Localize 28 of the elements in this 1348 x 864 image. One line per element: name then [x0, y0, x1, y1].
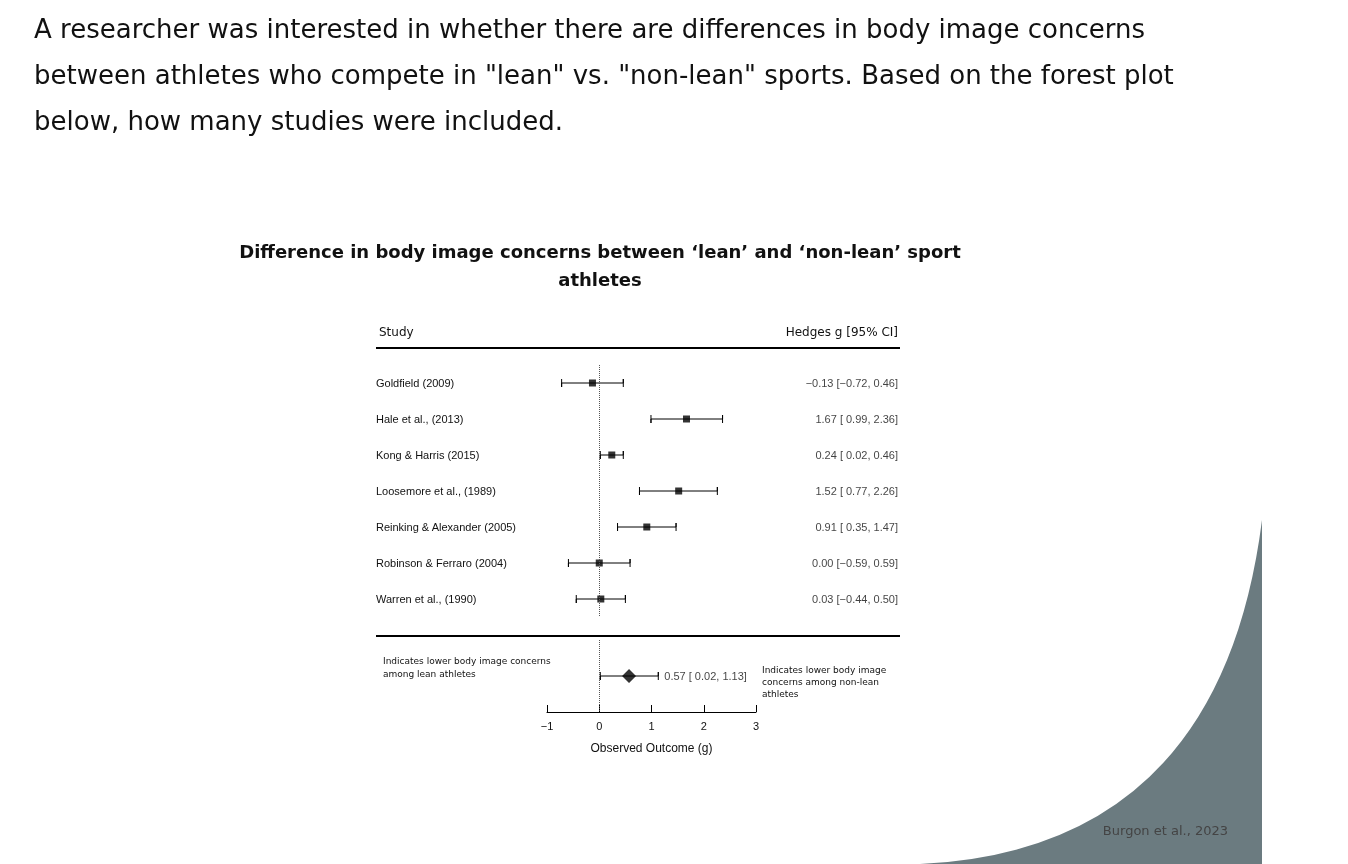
y-tick-label: Hale et al., (2013) — [376, 413, 464, 425]
data-label: −0.13 [−0.72, 0.46] — [805, 377, 898, 389]
chart-title: Difference in body image concerns between ‘lean’ and ‘non-lean’ sport athletes — [238, 240, 962, 292]
y-tick-label: Warren et al., (1990) — [376, 593, 477, 605]
x-axis-title: Observed Outcome (g) — [590, 741, 713, 755]
data-label: 1.67 [ 0.99, 2.36] — [815, 413, 898, 425]
annotation: Indicates lower body image concerns among lean athletes — [383, 655, 552, 681]
x-tick-label: −1 — [540, 719, 554, 732]
y-tick-label: Robinson & Ferraro (2004) — [376, 557, 507, 569]
x-tick-label: 0 — [596, 719, 603, 732]
data-label: 0.00 [−0.59, 0.59] — [812, 557, 898, 569]
y-tick-label: Loosemore et al., (1989) — [376, 485, 496, 497]
text: Hedges g [95% CI] — [785, 325, 898, 339]
data-label: 0.57 [ 0.02, 1.13] — [664, 670, 747, 682]
data-label: 0.24 [ 0.02, 0.46] — [815, 449, 898, 461]
text: Indicates lower body image concerns among non-lean athletes — [762, 664, 888, 700]
text: A researcher was interested in whether there are differences in body image concerns between athletes who compete in "lean" vs. "non-lean" sports. Based on the forest plot below, how many studies were included. — [34, 13, 1175, 138]
text: Burgon et al., 2023 — [1102, 823, 1228, 838]
x-tick-label: 1 — [648, 719, 655, 732]
data-label: 1.52 [ 0.77, 2.26] — [815, 485, 898, 497]
data-label: 0.03 [−0.44, 0.50] — [812, 593, 898, 605]
y-tick-label: Kong & Harris (2015) — [376, 449, 480, 461]
data-label: 0.91 [ 0.35, 1.47] — [815, 521, 898, 533]
y-tick-label: Reinking & Alexander (2005) — [376, 521, 517, 533]
text: Study — [379, 325, 414, 339]
y-tick-label: Goldfield (2009) — [376, 377, 455, 389]
x-tick-label: 3 — [752, 719, 760, 732]
x-tick-label: 2 — [700, 719, 707, 732]
